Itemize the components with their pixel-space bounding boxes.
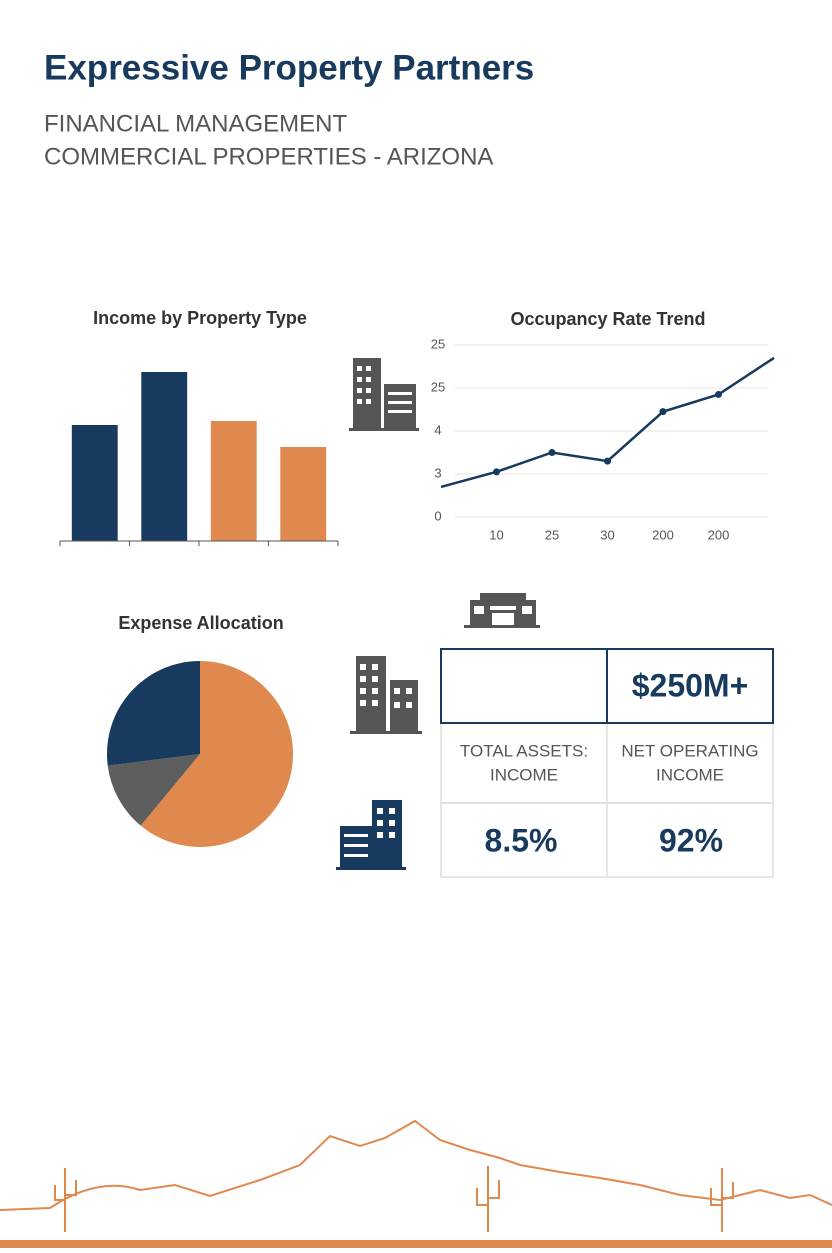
kpi-label: TOTAL ASSETS: xyxy=(460,741,588,760)
y-tick-label: 25 xyxy=(431,336,445,351)
footer-bar xyxy=(0,1240,832,1248)
kpi-value: $250M+ xyxy=(632,667,749,703)
bar xyxy=(71,425,118,541)
bar xyxy=(280,447,327,541)
building-icon xyxy=(349,358,419,431)
x-tick-label: 200 xyxy=(652,527,674,542)
tagline: COMMERCIAL PROPERTIES - ARIZONA xyxy=(44,143,493,170)
chart-title: Income by Property Type xyxy=(93,308,307,328)
x-tick-label: 200 xyxy=(708,527,730,542)
y-tick-label: 3 xyxy=(434,465,441,480)
x-tick-label: 30 xyxy=(600,527,614,542)
x-tick-label: 25 xyxy=(545,527,559,542)
kpi-label: INCOME xyxy=(656,765,724,784)
line-point xyxy=(715,390,722,398)
storefront-icon xyxy=(464,593,540,628)
bar xyxy=(210,421,257,541)
line-point xyxy=(659,408,667,416)
pie-slice xyxy=(106,661,200,766)
kpi-label: NET OPERATING xyxy=(621,741,758,760)
y-tick-label: 0 xyxy=(434,508,441,523)
kpi-label: INCOME xyxy=(490,765,558,784)
building-icon xyxy=(350,656,422,734)
chart-title: Occupancy Rate Trend xyxy=(510,309,705,329)
kpi-value: 92% xyxy=(659,822,723,858)
kpi-table: $250M+ TOTAL ASSETS: INCOME NET OPERATIN… xyxy=(440,648,774,878)
pie-slice xyxy=(140,661,293,847)
kpi-value: 8.5% xyxy=(485,822,558,858)
line-point xyxy=(493,468,500,476)
building-icon xyxy=(336,800,406,870)
y-tick-label: 25 xyxy=(431,379,445,394)
x-tick-label: 10 xyxy=(489,527,503,542)
y-tick-label: 4 xyxy=(434,422,441,437)
chart-title: Expense Allocation xyxy=(118,613,283,633)
line-point xyxy=(604,457,611,465)
desert-landscape xyxy=(0,1119,832,1232)
line-point xyxy=(548,449,556,456)
subtitle: FINANCIAL MANAGEMENT xyxy=(44,110,347,137)
page-title: Expressive Property Partners xyxy=(44,48,534,87)
line-series xyxy=(440,356,775,489)
bar xyxy=(141,372,188,541)
pie-slice xyxy=(107,754,200,826)
